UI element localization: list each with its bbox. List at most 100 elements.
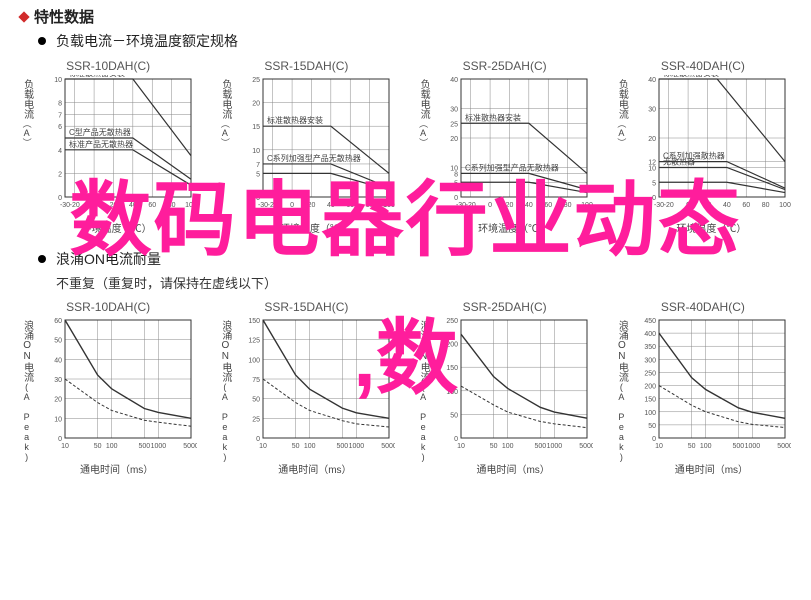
surge-charts-row: SSR-10DAH(C) 浪涌ON电流(A Peak) 105010050010… (0, 292, 811, 476)
svg-text:0: 0 (454, 436, 458, 443)
x-axis-label: 环境温度（℃） (235, 220, 395, 235)
svg-text:标准散热器安装: 标准散热器安装 (69, 75, 125, 78)
y-axis-label: 负载电流（A） (416, 79, 431, 147)
svg-text:40: 40 (723, 202, 731, 209)
svg-text:80: 80 (564, 202, 572, 209)
chart-cell: SSR-15DAH(C) 负载电流（A） -30-200204060801000… (210, 59, 402, 235)
svg-text:-20: -20 (69, 202, 79, 209)
svg-text:40: 40 (54, 357, 62, 364)
derating-charts-row: SSR-10DAH(C) 负载电流（A） -30-200204060801000… (0, 51, 811, 235)
svg-text:60: 60 (54, 318, 62, 325)
svg-text:20: 20 (704, 202, 712, 209)
svg-text:150: 150 (248, 318, 260, 325)
svg-text:10: 10 (655, 443, 663, 450)
y-axis-label: 浪涌ON电流(A Peak) (416, 320, 431, 462)
svg-text:10: 10 (252, 148, 260, 155)
svg-text:100: 100 (502, 443, 514, 450)
svg-text:50: 50 (649, 423, 657, 430)
note-text: 不重复（重复时，请保持在虚线以下） (0, 273, 811, 292)
x-axis-label: 通电时间（ms） (433, 461, 593, 476)
x-axis-label: 环境温度（℃） (631, 220, 791, 235)
svg-text:5: 5 (454, 180, 458, 187)
svg-text:100: 100 (446, 389, 458, 396)
svg-text:12: 12 (649, 160, 657, 167)
svg-text:100: 100 (645, 410, 657, 417)
chart-svg: 105010050010005000050100150200250 (433, 316, 593, 456)
svg-text:7: 7 (58, 112, 62, 119)
svg-text:5000: 5000 (381, 443, 395, 450)
svg-text:5000: 5000 (579, 443, 593, 450)
svg-text:125: 125 (248, 338, 260, 345)
svg-text:30: 30 (649, 107, 657, 114)
chart-svg: 1050100500100050000255075100125150 (235, 316, 395, 456)
svg-text:500: 500 (733, 443, 745, 450)
y-axis-label: 负载电流（A） (218, 79, 233, 147)
bullet-icon (38, 255, 46, 263)
svg-text:4: 4 (58, 148, 62, 155)
svg-text:100: 100 (581, 202, 593, 209)
svg-text:100: 100 (105, 443, 117, 450)
header-marker-icon (18, 11, 29, 22)
chart-cell: SSR-25DAH(C) 负载电流（A） -30-200204060801000… (409, 59, 601, 235)
svg-text:500: 500 (535, 443, 547, 450)
svg-text:40: 40 (327, 202, 335, 209)
chart-cell: SSR-25DAH(C) 浪涌ON电流(A Peak) 105010050010… (409, 300, 601, 476)
svg-text:100: 100 (383, 202, 395, 209)
svg-text:100: 100 (700, 443, 712, 450)
svg-text:-30: -30 (456, 202, 466, 209)
subsection-row-2: 浪涌ON电流耐量 (0, 245, 811, 269)
svg-text:1000: 1000 (547, 443, 563, 450)
svg-text:标准散热器安装: 标准散热器安装 (663, 75, 719, 78)
svg-text:0: 0 (290, 202, 294, 209)
svg-text:60: 60 (544, 202, 552, 209)
svg-text:标准散热器安装: 标准散热器安装 (267, 115, 323, 125)
svg-text:10: 10 (259, 443, 267, 450)
svg-text:200: 200 (645, 384, 657, 391)
svg-text:40: 40 (649, 77, 657, 84)
chart-cell: SSR-10DAH(C) 浪涌ON电流(A Peak) 105010050010… (12, 300, 204, 476)
chart-cell: SSR-15DAH(C) 浪涌ON电流(A Peak) 105010050010… (210, 300, 402, 476)
chart-svg: -30-2002040608010005710152025标准散热器安装C系列加… (235, 75, 395, 215)
svg-text:25: 25 (252, 77, 260, 84)
x-axis-label: 环境温度（℃） (37, 220, 197, 235)
svg-text:0: 0 (58, 436, 62, 443)
x-axis-label: 通电时间（ms） (235, 461, 395, 476)
svg-text:10: 10 (457, 443, 465, 450)
svg-text:0: 0 (686, 202, 690, 209)
chart-cell: SSR-40DAH(C) 负载电流（A） -30-200204060801000… (607, 59, 799, 235)
y-axis-label: 浪涌ON电流(A Peak) (614, 320, 629, 462)
svg-text:60: 60 (148, 202, 156, 209)
svg-text:-30: -30 (60, 202, 70, 209)
y-axis-label: 浪涌ON电流(A Peak) (218, 320, 233, 462)
header-title: 特性数据 (34, 6, 94, 27)
subsection-title-2: 浪涌ON电流耐量 (56, 249, 161, 269)
svg-text:25: 25 (252, 416, 260, 423)
svg-text:标准散热器安装: 标准散热器安装 (465, 112, 521, 122)
svg-text:20: 20 (307, 202, 315, 209)
chart-title: SSR-10DAH(C) (66, 300, 150, 314)
svg-text:10: 10 (61, 443, 69, 450)
svg-text:30: 30 (450, 107, 458, 114)
subsection-row: 负载电流－环境温度额定规格 (0, 27, 811, 51)
svg-text:500: 500 (138, 443, 150, 450)
chart-title: SSR-10DAH(C) (66, 59, 150, 73)
section-header: 特性数据 (0, 0, 811, 27)
svg-text:50: 50 (54, 338, 62, 345)
chart-title: SSR-25DAH(C) (463, 59, 547, 73)
svg-text:-20: -20 (664, 202, 674, 209)
svg-text:0: 0 (652, 436, 656, 443)
svg-text:500: 500 (336, 443, 348, 450)
bullet-icon (38, 37, 46, 45)
svg-text:100: 100 (304, 443, 316, 450)
svg-text:350: 350 (645, 344, 657, 351)
svg-text:1000: 1000 (348, 443, 364, 450)
chart-cell: SSR-40DAH(C) 浪涌ON电流(A Peak) 105010050010… (607, 300, 799, 476)
svg-text:-20: -20 (268, 202, 278, 209)
svg-text:200: 200 (446, 342, 458, 349)
y-axis-label: 浪涌ON电流(A Peak) (20, 320, 35, 462)
svg-text:-30: -30 (258, 202, 268, 209)
chart-title: SSR-15DAH(C) (264, 59, 348, 73)
svg-text:C系列加强型产品无散热器: C系列加强型产品无散热器 (465, 162, 559, 172)
svg-text:30: 30 (54, 377, 62, 384)
svg-text:100: 100 (248, 357, 260, 364)
